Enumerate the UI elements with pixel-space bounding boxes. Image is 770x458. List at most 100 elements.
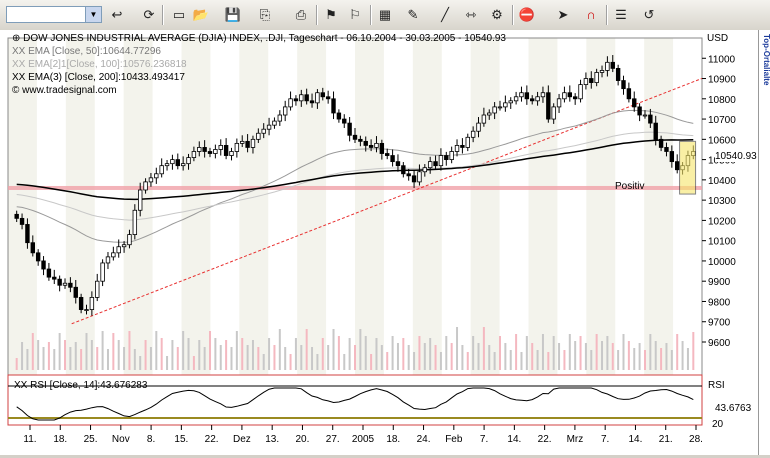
candle-body (256, 132, 261, 140)
toolbar-separator (606, 5, 608, 25)
week-band (412, 38, 442, 425)
week-band (355, 38, 384, 425)
volume-bar (311, 347, 314, 370)
legend-source: © www.tradesignal.com (12, 85, 117, 96)
candle-body (390, 155, 395, 163)
price-value-tag: 10540.93 (715, 151, 757, 162)
volume-bar (649, 334, 652, 370)
candle-body (427, 161, 433, 169)
volume-bar (209, 331, 212, 370)
candle-body (658, 138, 664, 148)
symbol-combo[interactable]: ▼ (6, 6, 102, 23)
volume-bar (558, 343, 561, 370)
copy-icon[interactable]: ⎘ (259, 7, 271, 22)
x-tick-label: 14. (629, 434, 643, 445)
measure-icon[interactable]: ⇿ (465, 7, 477, 22)
candle-body (14, 213, 19, 219)
volume-bar (370, 354, 373, 370)
volume-bar (670, 350, 673, 370)
pointer-icon[interactable]: ↩ (111, 7, 123, 22)
candle-body (621, 80, 626, 90)
volume-bar (117, 340, 120, 370)
volume-bar (584, 343, 587, 370)
volume-bar (251, 340, 254, 370)
print-icon[interactable]: ⎙ (295, 7, 307, 22)
volume-bar (375, 338, 378, 370)
volume-bar (230, 347, 233, 370)
positiv-annotation: Positiv (615, 181, 645, 192)
candle-body (642, 114, 648, 117)
candle-body (180, 163, 186, 167)
candle-body (78, 297, 84, 310)
volume-bar (58, 333, 61, 370)
volume-bar (198, 340, 201, 370)
chevron-down-icon[interactable]: ▼ (85, 7, 101, 22)
x-tick-label: 18. (386, 434, 400, 445)
candle-body (100, 262, 105, 282)
grid-icon[interactable]: ▦ (378, 7, 392, 22)
volume-bar (364, 336, 367, 370)
open-icon[interactable]: 📂 (192, 7, 210, 22)
candle-body (202, 147, 207, 152)
volume-bar (450, 343, 453, 370)
settings-icon[interactable]: ⚙ (491, 7, 503, 22)
properties-icon[interactable]: ☰ (615, 7, 627, 22)
candle-body (546, 92, 551, 120)
chart-area[interactable]: 1100010900108001070010600105001040010300… (0, 30, 758, 455)
candle-body (540, 92, 546, 98)
volume-bar (155, 331, 158, 370)
flag2-icon[interactable]: ⚐ (349, 7, 361, 22)
candle-body (288, 98, 293, 108)
magnet-icon[interactable]: ∩ (586, 7, 596, 22)
candle-body (154, 173, 159, 179)
x-tick-label: 27. (326, 434, 340, 445)
volume-bar (262, 354, 265, 370)
cursor-icon[interactable]: ➤ (557, 7, 569, 22)
candle-body (395, 161, 401, 167)
y-tick-label: 10400 (708, 176, 736, 187)
volume-bar (461, 345, 464, 370)
side-panel-tabs[interactable]: Top-Ortalialte (758, 30, 770, 455)
volume-bar (37, 340, 40, 370)
candle-body (513, 96, 519, 102)
y-tick-label: 10600 (708, 135, 736, 146)
candle-body (19, 217, 25, 225)
volume-bar (305, 329, 308, 370)
volume-bar (337, 336, 340, 370)
x-tick-label: 22. (205, 434, 219, 445)
candle-body (213, 149, 218, 154)
candle-body (234, 142, 240, 152)
legend-source-text: www.tradesignal.com (22, 85, 117, 96)
candle-body (562, 92, 567, 100)
trend-line (71, 77, 703, 325)
volume-bar (402, 338, 405, 370)
refresh-icon[interactable]: ⟳ (143, 7, 155, 22)
new-icon[interactable]: ▭ (172, 7, 186, 22)
save-icon[interactable]: 💾 (224, 7, 242, 22)
volume-bar (552, 336, 555, 370)
flag-icon[interactable]: ⚑ (325, 7, 337, 22)
price-chart[interactable]: 1100010900108001070010600105001040010300… (0, 30, 758, 455)
chart-title-text: DOW JONES INDUSTRIAL AVERAGE (DJIA) INDE… (23, 33, 506, 44)
volume-bar (681, 341, 684, 370)
volume-bar (654, 341, 657, 370)
candle-body (261, 128, 266, 134)
side-tab-label[interactable]: Top-Ortalialte (762, 34, 770, 86)
volume-bar (289, 354, 292, 370)
candle-body (551, 106, 556, 120)
candle-body (62, 282, 68, 286)
draw-icon[interactable]: ✎ (407, 7, 419, 22)
candle-body (417, 171, 422, 183)
volume-bar (47, 342, 50, 370)
candle-body (148, 177, 154, 183)
candle-body (245, 140, 250, 148)
volume-bar (176, 347, 179, 370)
volume-bar (692, 332, 695, 370)
line-icon[interactable]: ╱ (441, 7, 449, 22)
x-tick-label: 2005 (352, 434, 375, 445)
stop-icon[interactable]: ⛔ (518, 7, 536, 22)
y-tick-label: 9600 (708, 338, 731, 349)
undo-icon[interactable]: ↺ (643, 7, 655, 22)
volume-bar (563, 350, 566, 370)
candle-body (530, 98, 535, 102)
